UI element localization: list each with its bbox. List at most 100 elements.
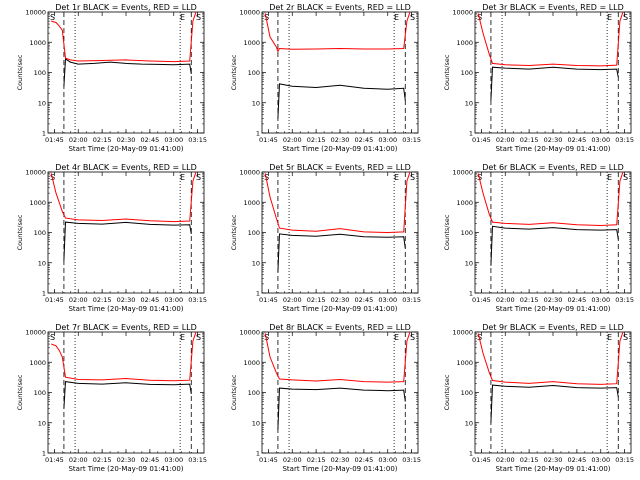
x-tick-label: 02:45 <box>568 296 587 304</box>
series-events-black <box>490 225 619 266</box>
marker-e: E <box>607 13 612 22</box>
panel-det-5: Det 5r BLACK = Events, RED = LLD 1 10 100 10… <box>230 163 421 313</box>
x-tick-label: 02:45 <box>355 296 374 304</box>
panel-det-3: Det 3r BLACK = Events, RED = LLD 1 10 100 10… <box>443 3 634 153</box>
x-tick-label: 03:00 <box>378 456 397 464</box>
x-tick-label: 02:30 <box>331 136 350 144</box>
panel-title: Det 1r BLACK = Events, RED = LLD <box>55 3 197 12</box>
x-tick-label: 02:30 <box>544 136 563 144</box>
y-tick-label: 100 <box>34 229 46 237</box>
y-tick-label: 1000 <box>29 39 46 47</box>
x-axis-label: Start Time (20-May-09 01:41:00) <box>68 305 183 313</box>
x-tick-label: 03:15 <box>188 456 207 464</box>
marker-s-right: S <box>410 173 415 182</box>
plot-frame <box>47 331 205 454</box>
panel-det-9: Det 9r BLACK = Events, RED = LLD 1 10 100 10… <box>443 323 634 473</box>
marker-s-right: S <box>623 333 628 342</box>
x-axis-label: Start Time (20-May-09 01:41:00) <box>495 305 610 313</box>
x-tick-label: 03:15 <box>402 136 421 144</box>
plot-frame <box>474 11 632 134</box>
x-tick-label: 02:00 <box>69 456 88 464</box>
x-tick-label: 03:15 <box>402 456 421 464</box>
marker-s-right: S <box>196 173 201 182</box>
marker-e: E <box>180 333 185 342</box>
x-tick-label: 02:15 <box>520 136 539 144</box>
panel-det-1: Det 1r BLACK = Events, RED = LLD 1 10 100 10… <box>16 3 207 153</box>
plot-frame <box>261 331 419 454</box>
marker-s-left: S <box>50 333 55 342</box>
x-tick-label: 01:45 <box>472 456 491 464</box>
x-axis-label: Start Time (20-May-09 01:41:00) <box>282 145 397 153</box>
series-events-black <box>63 221 192 261</box>
panel-title: Det 5r BLACK = Events, RED = LLD <box>269 163 411 172</box>
x-tick-label: 03:00 <box>591 296 610 304</box>
marker-e: E <box>180 173 185 182</box>
x-tick-label: 02:00 <box>69 296 88 304</box>
plot-frame <box>474 331 632 454</box>
y-axis-label: Counts/sec <box>230 54 238 90</box>
series-lld-red <box>477 171 624 227</box>
x-tick-label: 01:45 <box>259 456 278 464</box>
x-tick-label: 02:45 <box>141 456 160 464</box>
plot-frame <box>474 171 632 294</box>
x-tick-label: 02:00 <box>496 136 515 144</box>
series-lld-red <box>477 331 624 385</box>
x-tick-label: 02:45 <box>141 296 160 304</box>
x-tick-label: 02:30 <box>544 456 563 464</box>
y-tick-label: 100 <box>248 69 260 77</box>
y-tick-label: 10000 <box>452 9 473 17</box>
x-tick-label: 02:45 <box>568 456 587 464</box>
y-tick-label: 10 <box>252 419 260 427</box>
series-events-black <box>277 387 406 430</box>
panel-title: Det 2r BLACK = Events, RED = LLD <box>269 3 411 12</box>
y-tick-label: 1000 <box>456 359 473 367</box>
marker-s-right: S <box>410 13 415 22</box>
y-tick-label: 1000 <box>29 359 46 367</box>
x-tick-label: 02:30 <box>117 136 136 144</box>
marker-e: E <box>607 173 612 182</box>
series-events-black <box>63 381 192 409</box>
y-tick-label: 10000 <box>239 169 260 177</box>
y-tick-label: 10000 <box>452 329 473 337</box>
marker-s-right: S <box>623 173 628 182</box>
marker-e: E <box>394 333 399 342</box>
y-tick-label: 100 <box>461 69 473 77</box>
x-axis-label: Start Time (20-May-09 01:41:00) <box>68 145 183 153</box>
x-tick-label: 03:15 <box>615 296 634 304</box>
x-axis-label: Start Time (20-May-09 01:41:00) <box>495 145 610 153</box>
series-events-black <box>490 384 619 423</box>
plot-frame <box>47 11 205 134</box>
y-tick-label: 10000 <box>239 9 260 17</box>
x-tick-label: 02:45 <box>355 136 374 144</box>
x-tick-label: 03:00 <box>591 136 610 144</box>
x-tick-label: 02:45 <box>141 136 160 144</box>
y-axis-label: Counts/sec <box>443 374 451 410</box>
marker-s-right: S <box>196 333 201 342</box>
y-tick-label: 100 <box>461 389 473 397</box>
y-axis-label: Counts/sec <box>443 214 451 250</box>
series-events-black <box>277 233 406 272</box>
x-tick-label: 03:00 <box>164 296 183 304</box>
x-axis-label: Start Time (20-May-09 01:41:00) <box>282 305 397 313</box>
panel-title: Det 4r BLACK = Events, RED = LLD <box>55 163 197 172</box>
x-tick-label: 03:00 <box>591 456 610 464</box>
y-tick-label: 1 <box>469 290 473 298</box>
panel-det-8: Det 8r BLACK = Events, RED = LLD 1 10 100 10… <box>230 323 421 473</box>
x-tick-label: 01:45 <box>45 296 64 304</box>
x-tick-label: 01:45 <box>472 136 491 144</box>
panel-det-6: Det 6r BLACK = Events, RED = LLD 1 10 100 10… <box>443 163 634 313</box>
x-tick-label: 03:15 <box>188 136 207 144</box>
y-tick-label: 1 <box>42 450 46 458</box>
x-tick-label: 03:00 <box>378 296 397 304</box>
x-axis-label: Start Time (20-May-09 01:41:00) <box>495 465 610 473</box>
marker-s-right: S <box>410 333 415 342</box>
panel-title: Det 3r BLACK = Events, RED = LLD <box>482 3 624 12</box>
y-tick-label: 1000 <box>456 199 473 207</box>
marker-s-left: S <box>50 13 55 22</box>
x-tick-label: 02:15 <box>307 136 326 144</box>
x-tick-label: 02:00 <box>69 136 88 144</box>
y-tick-label: 1000 <box>243 199 260 207</box>
x-tick-label: 02:45 <box>568 136 587 144</box>
marker-e: E <box>394 173 399 182</box>
series-lld-red <box>50 171 197 223</box>
